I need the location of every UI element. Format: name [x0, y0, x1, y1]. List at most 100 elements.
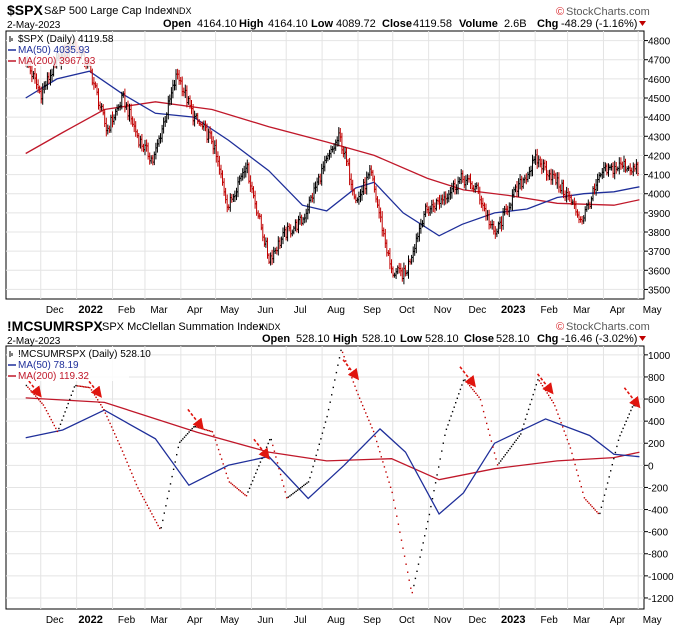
- mcsum-point: [619, 434, 621, 437]
- mcsum-point: [256, 468, 258, 471]
- mcsum-point: [614, 451, 617, 454]
- mcsum-point: [326, 415, 328, 418]
- mcsum-point: [50, 418, 52, 421]
- mcsum-point: [439, 458, 441, 460]
- mcsum-point: [509, 447, 511, 450]
- mcsum-ytick-label: 400: [648, 417, 665, 428]
- mcsum-xtick-label: 2022: [78, 614, 102, 626]
- mcsum-point: [355, 389, 358, 392]
- mcsum-point: [196, 426, 198, 428]
- spx-xtick-label: Dec: [46, 305, 64, 316]
- mcsum-high-value: 528.10: [362, 333, 396, 345]
- mcsum-point: [255, 472, 257, 474]
- mcsum-point: [428, 513, 431, 516]
- mcsum-point: [323, 427, 325, 429]
- spx-legend-label: MA(200) 3967.93: [18, 56, 96, 67]
- mcsum-point: [430, 505, 432, 508]
- mcsum-point: [265, 446, 268, 448]
- mcsum-point: [351, 377, 353, 379]
- mcsum-point: [337, 364, 339, 366]
- mcsum-point: [234, 486, 237, 488]
- mcsum-point: [104, 412, 107, 414]
- mcsum-point: [231, 483, 234, 486]
- mcsum-point: [236, 487, 238, 490]
- mcsum-point: [442, 442, 444, 444]
- mcsum-point: [310, 471, 313, 473]
- mcsum-point: [183, 436, 186, 438]
- spx-close-label: Close: [382, 18, 412, 30]
- mcsum-point: [307, 481, 310, 483]
- mcsum-point: [571, 452, 573, 455]
- mcsum-point: [176, 454, 178, 456]
- spx-xtick-label: May: [220, 305, 239, 316]
- mcsum-point: [205, 429, 207, 431]
- mcsum-point: [338, 357, 341, 359]
- mcsum-point: [489, 434, 491, 436]
- mcsum-xtick-label: Mar: [573, 615, 591, 626]
- mcsum-point: [572, 458, 575, 460]
- mcsum-point: [224, 467, 226, 470]
- mcsum-point: [217, 448, 220, 451]
- mcsum-point: [177, 446, 179, 449]
- mcsum-point: [132, 476, 134, 478]
- spx-xtick-label: Mar: [573, 305, 591, 316]
- mcsum-xtick-label: May: [643, 615, 662, 626]
- mcsum-xtick-label: Mar: [150, 615, 168, 626]
- spx-close-value: 4119.58: [413, 18, 452, 30]
- mcsum-point: [30, 390, 32, 392]
- mcsum-point: [238, 489, 240, 491]
- spx-watermark-at: ©: [556, 6, 564, 18]
- mcsum-point: [317, 449, 319, 451]
- mcsum-ytick-label: 200: [648, 439, 665, 450]
- spx-ytick-label: 4500: [648, 94, 671, 105]
- mcsum-point: [472, 388, 474, 391]
- mcsum-xtick-label: Sep: [363, 615, 381, 626]
- mcsum-point: [492, 446, 494, 448]
- mcsum-point: [574, 463, 576, 466]
- mcsum-point-series: [25, 349, 640, 594]
- mcsum-point: [93, 394, 96, 396]
- mcsum-point: [456, 397, 458, 399]
- mcsum-point: [114, 433, 116, 435]
- mcsum-point: [357, 393, 359, 396]
- mcsum-point: [48, 415, 51, 418]
- mcsum-point: [379, 451, 381, 453]
- mcsum-point: [45, 410, 48, 412]
- mcsum-point: [389, 486, 392, 488]
- spx-xtick-label: Jul: [294, 305, 307, 316]
- mcsum-xtick-label: Oct: [399, 615, 415, 626]
- spx-down-triangle-icon: [639, 21, 646, 26]
- mcsum-point: [433, 490, 435, 492]
- mcsum-point: [445, 428, 448, 430]
- mcsum-point: [352, 381, 355, 383]
- spx-ytick-label: 3700: [648, 247, 671, 258]
- mcsum-point: [473, 390, 475, 393]
- mcsum-point: [416, 570, 418, 572]
- mcsum-point: [596, 511, 598, 513]
- mcsum-point: [89, 387, 91, 389]
- mcsum-open-value: 528.10: [296, 333, 330, 345]
- spx-xtick-label: Apr: [610, 305, 626, 316]
- mcsum-point: [314, 460, 316, 462]
- mcsum-point: [298, 488, 300, 490]
- mcsum-xtick-label: Aug: [327, 615, 345, 626]
- mcsum-point: [634, 405, 637, 407]
- mcsum-point: [549, 397, 551, 399]
- mcsum-point: [555, 409, 558, 411]
- mcsum-point: [427, 520, 429, 523]
- mcsum-point: [503, 456, 505, 458]
- mcsum-point: [193, 426, 195, 428]
- mcsum-point: [41, 402, 43, 404]
- mcsum-high-label: High: [333, 333, 358, 345]
- mcsum-point: [78, 385, 80, 387]
- mcsum-point: [70, 394, 72, 396]
- spx-ytick-label: 4400: [648, 113, 671, 124]
- mcsum-point: [425, 528, 427, 530]
- mcsum-point: [568, 443, 570, 445]
- mcsum-point: [76, 385, 79, 387]
- spx-ytick-label: 4800: [648, 37, 671, 48]
- mcsum-point: [179, 441, 181, 443]
- mcsum-point: [341, 351, 344, 354]
- mcsum-point: [120, 446, 122, 449]
